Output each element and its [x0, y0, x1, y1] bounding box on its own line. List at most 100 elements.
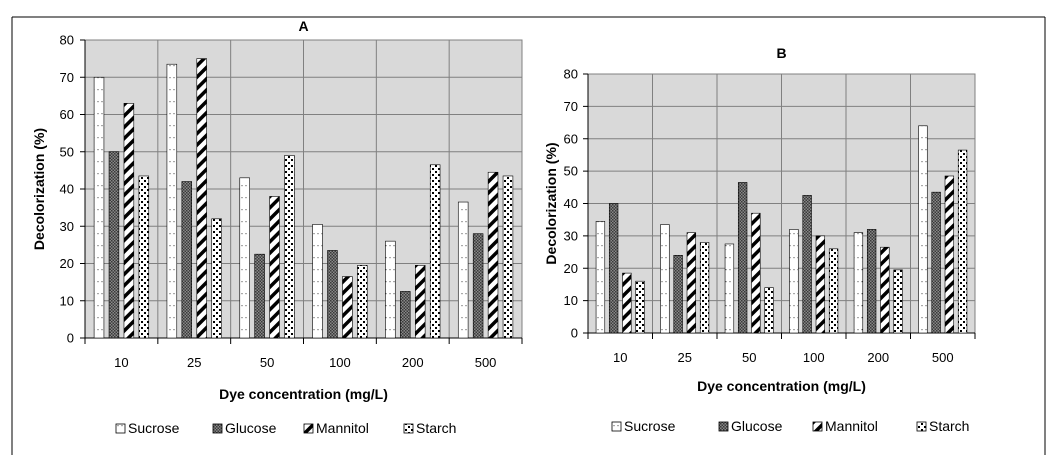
chart-title: B [776, 45, 786, 61]
legend-label-sucrose: Sucrose [624, 418, 676, 434]
bar-starch-500 [957, 149, 968, 334]
bar-mannitol-25 [196, 58, 207, 339]
bar-glucose-25 [181, 181, 192, 339]
bar-glucose-200 [866, 229, 877, 334]
bar-glucose-25 [673, 255, 683, 334]
bar-starch-500 [502, 175, 514, 339]
bar-sucrose-10 [93, 76, 105, 339]
bar-sucrose-200 [853, 232, 864, 334]
bar-sucrose-100 [312, 224, 323, 339]
y-tick-label: 0 [67, 331, 74, 346]
y-tick-label: 20 [564, 261, 578, 276]
bar-glucose-200 [400, 291, 411, 339]
bar-mannitol-100 [342, 276, 353, 339]
x-tick-label: 10 [114, 355, 128, 370]
x-tick-label: 50 [742, 350, 756, 365]
y-tick-label: 20 [60, 256, 74, 271]
bar-sucrose-500 [457, 201, 469, 339]
y-tick-label: 10 [564, 293, 578, 308]
bar-starch-200 [893, 269, 903, 334]
legend-label-starch: Starch [929, 418, 969, 434]
bar-mannitol-500 [944, 175, 955, 334]
bar-glucose-50 [254, 253, 265, 339]
x-tick-label: 500 [932, 350, 954, 365]
chart-title: A [298, 18, 308, 34]
bar-sucrose-25 [166, 63, 178, 339]
bar-glucose-50 [737, 182, 748, 334]
bar-starch-25 [699, 242, 710, 334]
y-tick-label: 50 [564, 164, 578, 179]
bar-starch-200 [429, 164, 441, 339]
y-tick-label: 70 [564, 99, 578, 114]
legend-swatch-glucose [212, 423, 223, 434]
legend-label-mannitol: Mannitol [825, 418, 878, 434]
legend-swatch-starch [916, 421, 927, 432]
x-tick-label: 200 [867, 350, 889, 365]
x-tick-label: 100 [329, 355, 351, 370]
legend-label-glucose: Glucose [731, 418, 783, 434]
bar-glucose-10 [108, 151, 120, 339]
y-tick-label: 30 [564, 228, 578, 243]
x-tick-label: 100 [803, 350, 825, 365]
y-tick-label: 40 [564, 196, 578, 211]
legend-swatch-mannitol [812, 421, 823, 432]
bar-sucrose-200 [385, 240, 396, 339]
y-tick-label: 40 [60, 182, 74, 197]
y-axis-label: Decolorization (%) [31, 128, 47, 250]
y-tick-label: 60 [564, 131, 578, 146]
bar-sucrose-25 [660, 224, 670, 334]
legend-swatch-mannitol [303, 423, 314, 434]
bar-mannitol-10 [123, 103, 135, 339]
bar-glucose-10 [608, 203, 619, 334]
bar-glucose-100 [802, 195, 812, 334]
bar-starch-100 [357, 265, 368, 339]
legend-swatch-glucose [718, 421, 729, 432]
y-tick-label: 0 [571, 326, 578, 341]
bar-glucose-100 [327, 250, 338, 339]
legend-label-glucose: Glucose [225, 420, 277, 436]
bar-mannitol-200 [880, 246, 890, 334]
bar-starch-10 [635, 280, 645, 334]
legend-label-starch: Starch [416, 420, 456, 436]
x-axis-label: Dye concentration (mg/L) [697, 378, 866, 394]
bar-sucrose-100 [789, 229, 799, 334]
y-tick-label: 50 [60, 144, 74, 159]
bar-starch-50 [284, 155, 295, 339]
x-tick-label: 500 [475, 355, 497, 370]
bar-sucrose-500 [918, 125, 928, 334]
bar-starch-25 [211, 218, 222, 339]
bar-sucrose-50 [239, 177, 250, 339]
x-tick-label: 25 [187, 355, 201, 370]
x-axis-label: Dye concentration (mg/L) [219, 386, 388, 402]
legend-swatch-sucrose [115, 423, 126, 434]
chart-b: 0 10 20 30 40 50 60 70 80 10 25 50 100 200 500 B Dye con… [543, 45, 976, 434]
y-tick-label: 10 [60, 293, 74, 308]
y-axis-label: Decolorization (%) [543, 142, 559, 264]
legend-label-mannitol: Mannitol [316, 420, 369, 436]
bar-mannitol-50 [751, 212, 761, 334]
bar-glucose-500 [472, 233, 484, 339]
y-tick-label: 80 [564, 67, 578, 82]
bar-mannitol-500 [487, 171, 499, 339]
bar-mannitol-50 [269, 196, 280, 339]
bar-sucrose-50 [724, 243, 735, 334]
y-tick-label: 70 [60, 70, 74, 85]
legend-swatch-starch [403, 423, 414, 434]
x-tick-label: 10 [613, 350, 627, 365]
bar-starch-10 [138, 175, 150, 339]
chart-a: 0 10 20 30 40 50 60 70 80 10 25 50 100 200 500 A Dye con… [31, 18, 523, 436]
x-tick-label: 25 [678, 350, 692, 365]
bar-starch-100 [828, 248, 839, 334]
bar-mannitol-25 [686, 232, 697, 334]
x-tick-label: 200 [402, 355, 424, 370]
bar-sucrose-10 [595, 221, 606, 334]
bar-starch-50 [764, 287, 774, 334]
y-tick-label: 30 [60, 219, 74, 234]
legend-swatch-sucrose [611, 421, 622, 432]
y-tick-label: 60 [60, 107, 74, 122]
bar-mannitol-10 [622, 272, 632, 334]
y-tick-label: 80 [60, 33, 74, 48]
bar-glucose-500 [931, 191, 941, 334]
legend-label-sucrose: Sucrose [128, 420, 180, 436]
